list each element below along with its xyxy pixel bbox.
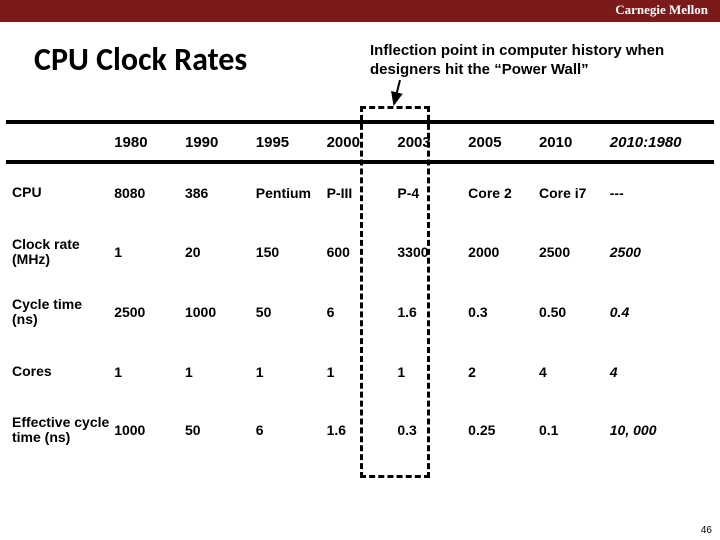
annotation-text: Inflection point in computer history whe… <box>370 42 700 80</box>
table-cell: 150 <box>254 222 325 282</box>
table-cell: 2 <box>466 342 537 402</box>
table-cell: 2500 <box>608 222 714 282</box>
table-cell: --- <box>608 162 714 222</box>
col-header: 1990 <box>183 122 254 162</box>
table-cell: Core 2 <box>466 162 537 222</box>
table-cell: 2000 <box>466 222 537 282</box>
table-cell: 1 <box>183 342 254 402</box>
table-cell: 10, 000 <box>608 402 714 458</box>
table-cell: 1000 <box>112 402 183 458</box>
table-cell: 0.3 <box>395 402 466 458</box>
table-cell: 0.1 <box>537 402 608 458</box>
col-header-ratio: 2010:1980 <box>608 122 714 162</box>
row-label: CPU <box>6 162 112 222</box>
table-cell: 1 <box>112 342 183 402</box>
col-header: 2000 <box>325 122 396 162</box>
row-label: Clock rate (MHz) <box>6 222 112 282</box>
table-row: Clock rate (MHz)120150600330020002500250… <box>6 222 714 282</box>
row-label: Cores <box>6 342 112 402</box>
col-header: 2005 <box>466 122 537 162</box>
table-cell: 4 <box>537 342 608 402</box>
table-cell: Pentium <box>254 162 325 222</box>
table-cell: 4 <box>608 342 714 402</box>
table-cell: 0.50 <box>537 282 608 342</box>
table-cell: 1000 <box>183 282 254 342</box>
data-table-container: 1980 1990 1995 2000 2003 2005 2010 2010:… <box>6 120 714 458</box>
table-row: Cycle time (ns)250010005061.60.30.500.4 <box>6 282 714 342</box>
header-blank <box>6 122 112 162</box>
slide-title: CPU Clock Rates <box>34 40 247 79</box>
table-header-row: 1980 1990 1995 2000 2003 2005 2010 2010:… <box>6 122 714 162</box>
cpu-table: 1980 1990 1995 2000 2003 2005 2010 2010:… <box>6 120 714 458</box>
col-header: 2003 <box>395 122 466 162</box>
table-cell: 1 <box>325 342 396 402</box>
table-cell: P-III <box>325 162 396 222</box>
col-header: 2010 <box>537 122 608 162</box>
table-row: CPU8080386PentiumP-IIIP-4Core 2Core i7--… <box>6 162 714 222</box>
table-cell: 386 <box>183 162 254 222</box>
table-row: Cores11111244 <box>6 342 714 402</box>
table-cell: 8080 <box>112 162 183 222</box>
table-cell: Core i7 <box>537 162 608 222</box>
table-cell: 20 <box>183 222 254 282</box>
table-cell: 50 <box>183 402 254 458</box>
table-cell: 600 <box>325 222 396 282</box>
table-cell: 0.4 <box>608 282 714 342</box>
table-cell: 1 <box>112 222 183 282</box>
header-bar: Carnegie Mellon <box>0 0 720 22</box>
table-cell: 6 <box>254 402 325 458</box>
table-cell: 0.25 <box>466 402 537 458</box>
table-cell: 1.6 <box>395 282 466 342</box>
table-cell: 50 <box>254 282 325 342</box>
table-cell: 6 <box>325 282 396 342</box>
col-header: 1980 <box>112 122 183 162</box>
table-cell: 2500 <box>537 222 608 282</box>
page-number: 46 <box>701 525 712 536</box>
table-cell: 0.3 <box>466 282 537 342</box>
table-cell: 1 <box>395 342 466 402</box>
row-label: Effective cycle time (ns) <box>6 402 112 458</box>
table-cell: 1 <box>254 342 325 402</box>
table-row: Effective cycle time (ns)10005061.60.30.… <box>6 402 714 458</box>
brand-text: Carnegie Mellon <box>615 2 708 18</box>
row-label: Cycle time (ns) <box>6 282 112 342</box>
col-header: 1995 <box>254 122 325 162</box>
table-cell: 3300 <box>395 222 466 282</box>
table-cell: 1.6 <box>325 402 396 458</box>
table-cell: 2500 <box>112 282 183 342</box>
table-cell: P-4 <box>395 162 466 222</box>
